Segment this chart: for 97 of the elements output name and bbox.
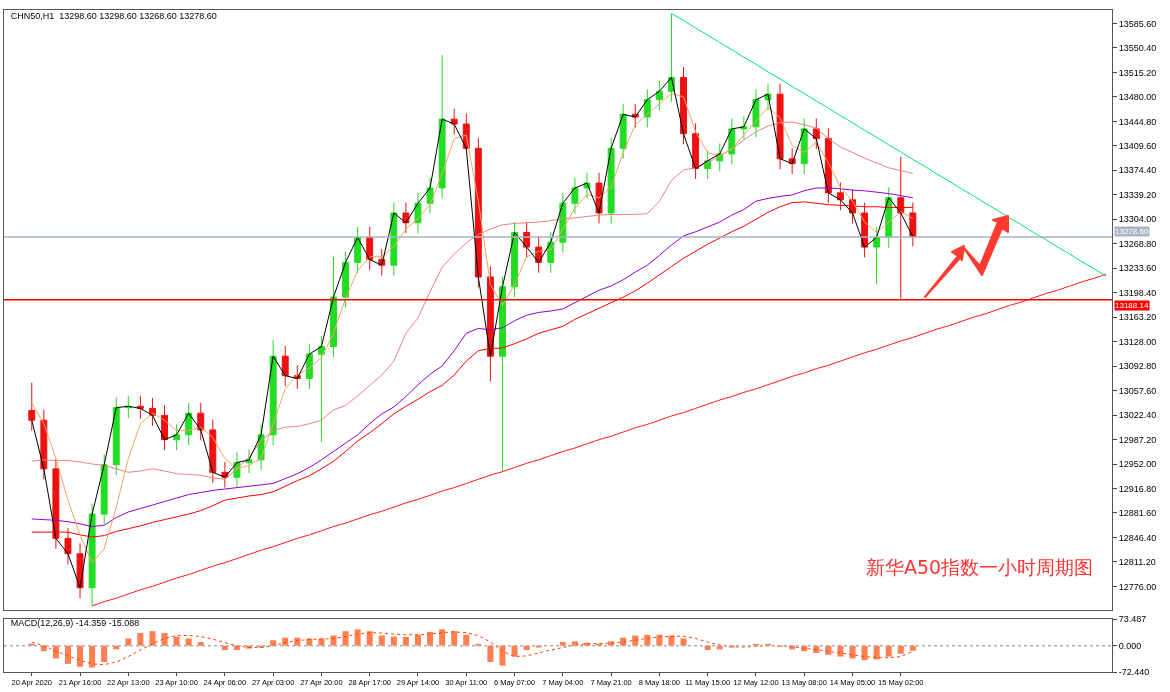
candlestick xyxy=(873,226,881,286)
bar xyxy=(330,635,337,646)
bar xyxy=(137,632,144,646)
y-tick-label: 0.000 xyxy=(1118,640,1142,651)
bar xyxy=(873,645,880,660)
bar xyxy=(849,645,856,659)
ref-line-label: 13278.60 xyxy=(1115,227,1149,236)
candlestick xyxy=(607,137,615,224)
bar xyxy=(487,645,494,663)
y-tick-label: 13444.80 xyxy=(1118,116,1157,127)
bar xyxy=(414,634,422,646)
bar xyxy=(511,645,518,657)
y-tick-label: 13057.60 xyxy=(1118,385,1157,396)
candlestick xyxy=(100,453,108,525)
line-series xyxy=(91,273,1107,607)
candlestick xyxy=(245,448,253,474)
y-tick-label: 13022.40 xyxy=(1118,410,1157,421)
y-tick-label: 13409.60 xyxy=(1118,141,1157,151)
bar xyxy=(909,645,916,651)
bar xyxy=(185,638,192,646)
candlestick xyxy=(281,345,289,387)
chart-title: CHN50,H1 13298.60 13298.60 13268.60 13278.60 xyxy=(10,11,217,22)
candlestick xyxy=(450,108,458,135)
y-tick-label: 13339.20 xyxy=(1118,189,1157,200)
y-tick-label: 13585.60 xyxy=(1118,18,1157,29)
y-tick-label: 12987.20 xyxy=(1118,434,1157,445)
y-tick-label: 13480.00 xyxy=(1118,92,1157,103)
y-tick-label: 73.487 xyxy=(1118,614,1147,625)
candlestick xyxy=(64,527,72,565)
ref-line-label: 13188.14 xyxy=(1115,301,1149,310)
bar xyxy=(680,638,687,646)
bar xyxy=(64,645,71,664)
candlestick xyxy=(173,423,181,451)
bar xyxy=(390,636,397,646)
bar xyxy=(354,629,361,646)
y-tick-label: 12811.20 xyxy=(1118,557,1156,568)
bar xyxy=(644,634,651,646)
bar xyxy=(451,631,458,646)
y-tick-label: 13304.00 xyxy=(1118,214,1157,225)
bar xyxy=(378,635,385,646)
candlestick xyxy=(571,177,579,215)
candlestick xyxy=(112,396,120,476)
bar xyxy=(499,645,506,666)
bar xyxy=(427,631,434,646)
y-tick-label: 13268.80 xyxy=(1118,238,1157,249)
line-series xyxy=(670,12,1107,277)
bar xyxy=(342,631,349,646)
bar xyxy=(101,645,108,663)
candlestick xyxy=(836,181,844,211)
annotation: 新华A50指数一小时周期图 xyxy=(866,556,1094,578)
candlestick xyxy=(52,457,60,550)
candlestick xyxy=(897,156,905,300)
candlestick xyxy=(317,335,325,443)
y-tick-label: 13198.40 xyxy=(1118,287,1157,298)
bar xyxy=(173,636,180,646)
candlestick xyxy=(197,402,205,441)
y-tick-label: -72.440 xyxy=(1118,667,1150,678)
bar xyxy=(861,645,868,661)
candlestick xyxy=(28,382,36,432)
y-tick-label: 13092.80 xyxy=(1118,361,1157,372)
bar xyxy=(885,645,892,657)
candlestick xyxy=(209,419,217,484)
bar xyxy=(77,645,84,667)
y-tick-label: 13515.20 xyxy=(1118,67,1157,78)
y-tick-label: 13128.00 xyxy=(1118,336,1157,347)
y-tick-label: 13163.20 xyxy=(1118,312,1157,323)
bar xyxy=(89,645,96,668)
bar xyxy=(897,645,904,654)
bar xyxy=(704,645,711,651)
bar xyxy=(366,631,373,646)
y-tick-label: 12881.60 xyxy=(1118,508,1157,519)
y-tick-label: 12952.00 xyxy=(1118,459,1157,470)
bar xyxy=(463,634,470,646)
y-tick-label: 12776.00 xyxy=(1118,581,1157,592)
candlestick xyxy=(680,66,687,145)
bar xyxy=(439,629,446,646)
y-tick-label: 12846.40 xyxy=(1118,532,1157,543)
y-tick-label: 13550.40 xyxy=(1118,43,1157,54)
y-tick-label: 13233.60 xyxy=(1118,263,1157,274)
bar xyxy=(161,632,168,646)
candlestick xyxy=(619,103,627,160)
bar xyxy=(125,638,132,646)
y-tick-label: 13374.40 xyxy=(1118,165,1157,176)
bar xyxy=(837,645,844,657)
candlestick xyxy=(776,83,784,170)
candlestick xyxy=(342,251,350,309)
line-series xyxy=(31,121,914,480)
bar xyxy=(221,645,228,651)
chart-title: MACD(12,26,9) -14.359 -15.088 xyxy=(10,617,140,628)
bar xyxy=(402,636,409,646)
bar xyxy=(149,631,156,646)
y-tick-label: 12916.80 xyxy=(1118,483,1157,494)
candlestick xyxy=(655,80,663,111)
line-series xyxy=(31,631,914,666)
bar xyxy=(825,645,832,655)
bar xyxy=(523,645,530,651)
candlestick xyxy=(909,202,917,247)
